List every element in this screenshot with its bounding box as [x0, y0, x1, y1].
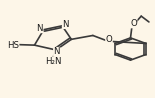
Text: N: N — [62, 20, 69, 29]
Text: H₂N: H₂N — [45, 57, 61, 66]
Text: O: O — [106, 35, 112, 44]
Text: N: N — [53, 47, 60, 56]
Text: N: N — [37, 24, 43, 33]
Text: HS: HS — [7, 41, 19, 50]
Text: O: O — [130, 19, 137, 28]
